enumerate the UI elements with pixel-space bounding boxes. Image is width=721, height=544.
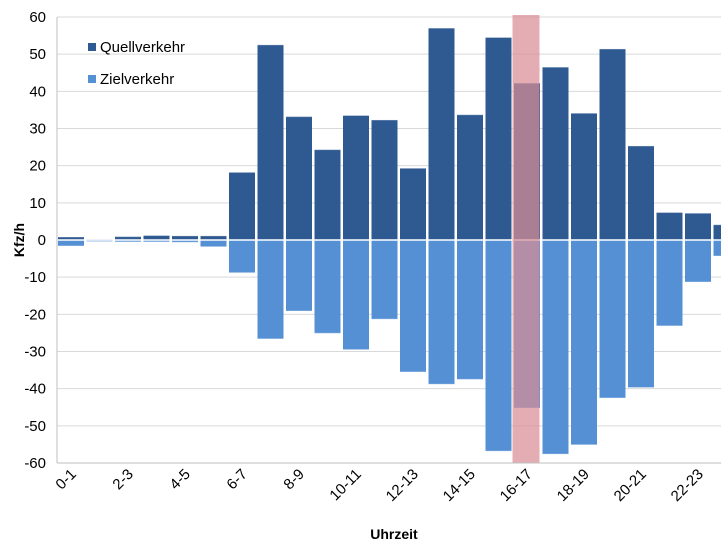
y-tick-label: 30: [29, 121, 46, 138]
bar-quellverkehr: [257, 44, 284, 240]
bar-quellverkehr: [542, 67, 569, 240]
x-tick-label: 10-11: [326, 466, 364, 504]
x-tick-label: 6-7: [223, 466, 250, 493]
bar-zielverkehr: [115, 240, 141, 242]
x-tick-label: 22-23: [668, 466, 707, 505]
bar-zielverkehr: [229, 240, 255, 273]
y-tick-label: -50: [24, 418, 46, 435]
bar-zielverkehr: [400, 240, 426, 372]
bar-zielverkehr: [628, 240, 654, 388]
y-tick-label: 40: [29, 83, 46, 100]
bar-quellverkehr: [229, 172, 255, 240]
bar-quellverkehr: [172, 235, 198, 240]
bar-zielverkehr: [656, 240, 683, 326]
bar-zielverkehr: [542, 240, 569, 455]
bar-quellverkehr: [58, 237, 84, 240]
bar-zielverkehr: [343, 240, 369, 350]
bars: [58, 27, 721, 455]
bar-quellverkehr: [713, 224, 721, 240]
bar-zielverkehr: [457, 240, 483, 380]
bar-zielverkehr: [713, 240, 721, 256]
bar-zielverkehr: [286, 240, 312, 311]
bar-quellverkehr: [485, 37, 512, 240]
legend-swatch: [88, 43, 96, 51]
highlight-band: [512, 15, 540, 463]
bar-zielverkehr: [485, 240, 512, 452]
bar-quellverkehr: [428, 28, 455, 241]
x-tick-label: 0-1: [52, 466, 79, 493]
bar-quellverkehr: [685, 213, 711, 240]
x-tick-label: 2-3: [109, 466, 136, 493]
legend-swatch: [88, 75, 96, 83]
y-tick-label: 20: [29, 158, 46, 175]
legend-label: Quellverkehr: [100, 39, 185, 56]
bar-quellverkehr: [400, 168, 426, 240]
bar-quellverkehr: [314, 149, 341, 240]
bar-zielverkehr: [58, 240, 84, 246]
y-tick-label: 50: [29, 46, 46, 63]
bar-quellverkehr: [656, 212, 683, 240]
bar-quellverkehr: [599, 48, 626, 240]
y-tick-label: 10: [29, 195, 46, 212]
x-tick-label: 12-13: [383, 466, 422, 505]
bar-quellverkehr: [371, 119, 398, 240]
x-tick-label: 18-19: [554, 466, 593, 505]
y-tick-label: 60: [29, 9, 46, 26]
y-tick-label: -30: [24, 344, 46, 361]
y-axis: 60 50 40 30 20 10 0 -10 -20 -30 -40 -50 -60: [24, 9, 46, 472]
bar-quellverkehr: [115, 236, 141, 240]
bar-quellverkehr: [143, 235, 170, 240]
bar-zielverkehr: [571, 240, 597, 445]
x-tick-label: 4-5: [166, 466, 193, 493]
bar-quellverkehr: [457, 114, 483, 240]
y-tick-label: -60: [24, 455, 46, 472]
bar-quellverkehr: [343, 115, 369, 240]
y-axis-title: Kfz/h: [11, 223, 27, 257]
y-tick-label: -40: [24, 381, 46, 398]
bar-zielverkehr: [371, 240, 398, 320]
bar-zielverkehr: [143, 240, 170, 242]
bar-quellverkehr: [286, 116, 312, 240]
y-tick-label: -20: [24, 306, 46, 323]
x-axis-title: Uhrzeit: [370, 526, 418, 542]
bar-zielverkehr: [599, 240, 626, 398]
bar-quellverkehr: [571, 113, 597, 240]
x-tick-label: 14-15: [440, 466, 479, 505]
bar-zielverkehr: [314, 240, 341, 334]
bar-zielverkehr: [172, 240, 198, 243]
bar-zielverkehr: [428, 240, 455, 385]
highlight-band-16-17: [512, 15, 540, 463]
bar-zielverkehr: [200, 240, 227, 247]
bar-zielverkehr: [257, 240, 284, 339]
bar-quellverkehr: [200, 235, 227, 240]
y-tick-label: -10: [24, 269, 46, 286]
y-tick-label: 0: [38, 232, 46, 249]
legend-label: Zielverkehr: [100, 71, 174, 88]
bar-zielverkehr: [685, 240, 711, 282]
x-tick-label: 8-9: [280, 466, 307, 493]
x-tick-label: 16-17: [497, 466, 536, 505]
bar-quellverkehr: [628, 145, 654, 240]
legend: Quellverkehr Zielverkehr: [88, 39, 185, 88]
x-tick-label: 20-21: [611, 466, 650, 505]
